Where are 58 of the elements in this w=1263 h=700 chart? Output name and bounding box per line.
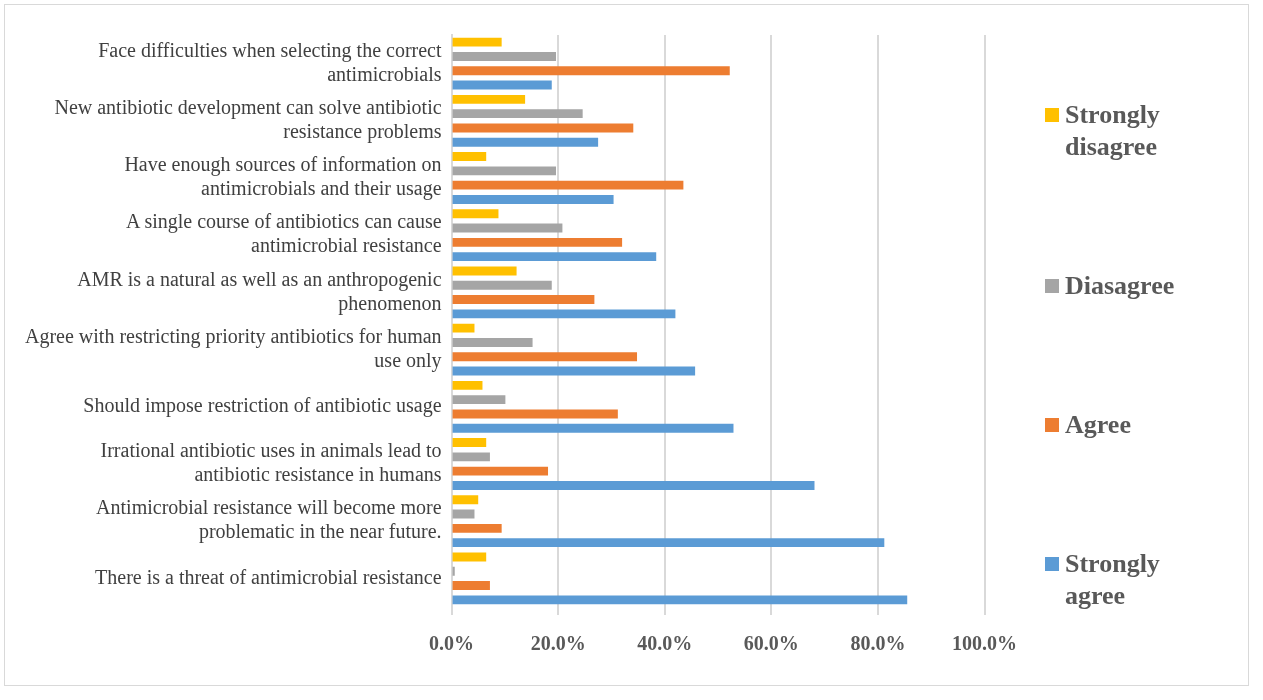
x-tick-label: 20.0%: [530, 632, 586, 655]
bar: [452, 352, 638, 362]
bar: [452, 195, 614, 204]
bar: [452, 280, 552, 290]
bar: [452, 266, 517, 276]
bar: [452, 409, 618, 419]
bar: [452, 538, 885, 548]
y-tick-label: There is a threat of antimicrobial resistance: [95, 565, 442, 588]
bar: [452, 495, 479, 505]
y-tick-label: Irrational antibiotic uses in animals lead to antibiotic resistance in humans: [100, 439, 442, 486]
bar: [452, 481, 815, 490]
x-tick-label: 100.0%: [952, 632, 1017, 655]
bar: [452, 94, 526, 104]
x-tick-label: 80.0%: [850, 632, 906, 655]
bar: [452, 109, 583, 119]
bar: [452, 595, 908, 605]
bar: [452, 237, 623, 247]
x-tick-label: 60.0%: [743, 632, 799, 655]
bar: [452, 309, 676, 319]
bar: [452, 166, 557, 176]
y-tick-label: Face difficulties when selecting the correct antimicrobials: [98, 38, 442, 85]
bar: [452, 581, 490, 590]
legend-label: Strongly disagree: [1065, 98, 1161, 163]
bar: [452, 152, 487, 161]
bar: [452, 366, 696, 376]
bar: [452, 338, 533, 347]
y-tick-label: A single course of antibiotics can cause antimicrobial resistance: [126, 210, 442, 257]
x-tick-label: 0.0%: [429, 632, 475, 655]
legend-label: Strongly agree: [1065, 547, 1161, 612]
y-tick-label: New antibiotic development can solve antibiotic resistance problems: [54, 96, 442, 144]
bar: [452, 66, 730, 76]
legend-label: Agree: [1065, 408, 1132, 441]
bar: [452, 123, 634, 133]
bar: [452, 395, 506, 405]
bar: [452, 252, 657, 262]
bar: [452, 380, 483, 390]
bar: [452, 52, 557, 61]
bar: [452, 566, 455, 576]
y-tick-label: Should impose restriction of antibiotic usage: [83, 394, 442, 418]
bar: [452, 523, 502, 533]
bar: [452, 323, 475, 333]
x-tick-label: 40.0%: [637, 632, 693, 655]
bar: [452, 423, 734, 433]
y-tick-label: AMR is a natural as well as an anthropogenic phenomenon: [77, 267, 442, 315]
y-tick-label: Have enough sources of information on antimicrobials and their usage: [124, 153, 442, 201]
bar: [452, 466, 549, 476]
bar: [452, 452, 490, 462]
bar: [452, 180, 684, 190]
bar: [452, 80, 552, 90]
y-tick-label: Antimicrobial resistance will become more problematic in the near future.: [96, 496, 442, 544]
y-tick-label: Agree with restricting priority antibiotics for human use only: [25, 324, 442, 372]
bar: [452, 37, 502, 47]
bar: [452, 295, 595, 304]
bar: [452, 223, 563, 233]
bar: [452, 438, 487, 447]
bar: [452, 209, 499, 219]
bar: [452, 137, 599, 147]
legend-label: Diasagree: [1065, 269, 1176, 302]
